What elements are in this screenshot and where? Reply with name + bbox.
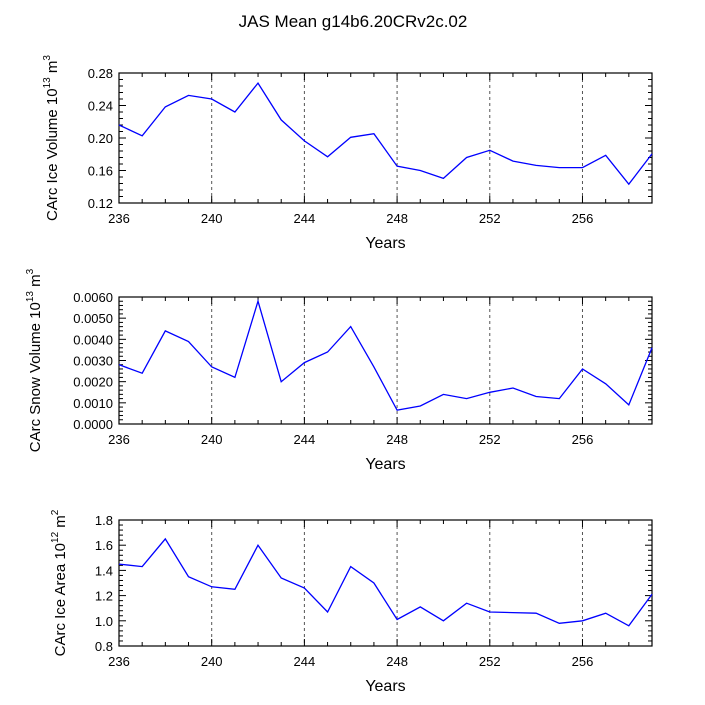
series-line [118,298,653,411]
y-axis-label: CArc Snow Volume 1013 m3 [25,268,44,452]
y-tick-label: 0.0050 [73,311,113,326]
series-line [118,537,653,627]
y-tick-label: 0.0020 [73,375,113,390]
y-tick-label: 0.20 [88,131,113,146]
y-tick-label: 0.12 [88,196,113,211]
x-tick-label: 236 [108,432,130,447]
y-tick-label: 0.16 [88,164,113,179]
x-tick-label: 236 [108,654,130,669]
x-tick-label: 256 [572,211,594,226]
y-tick-label: 0.0000 [73,417,113,432]
plot-frame [118,519,653,647]
x-tick-label: 248 [386,654,408,669]
y-tick-label: 1.2 [95,589,113,604]
x-tick-label: 244 [294,432,316,447]
x-tick-label: 256 [572,654,594,669]
y-tick-label: 1.6 [95,538,113,553]
chart-title: JAS Mean g14b6.20CRv2c.02 [239,12,468,31]
x-axis-label: Years [365,678,405,695]
plot-frame [118,296,653,425]
x-tick-label: 248 [386,432,408,447]
y-tick-label: 1.4 [95,563,113,578]
x-tick-label: 252 [479,654,501,669]
y-tick-label: 0.0010 [73,396,113,411]
y-tick-label: 0.28 [88,66,113,81]
x-tick-label: 248 [386,211,408,226]
x-axis-label: Years [365,235,405,252]
x-tick-label: 236 [108,211,130,226]
x-tick-label: 240 [201,211,223,226]
y-tick-label: 1.8 [95,513,113,528]
x-tick-label: 256 [572,432,594,447]
y-axis-label: CArc Ice Area 1012 m2 [50,509,69,656]
panel-ice-area: 236 240 244 248 252 256 0.8 1.0 1.2 1.4 1.6 1.8 Year… [50,509,653,695]
y-tick-label: 0.24 [88,99,113,114]
series-line [118,81,653,186]
y-tick-label: 0.0030 [73,354,113,369]
plot-frame [118,72,653,204]
y-axis-label: CArc Ice Volume 1013 m3 [42,55,61,221]
y-tick-label: 0.0040 [73,332,113,347]
y-tick-label: 0.0060 [73,290,113,305]
panel-ice-volume: 236 240 244 248 252 256 0.12 0.16 0.20 0.24 0.28 Ye… [42,55,653,252]
panel-snow-volume: 236 240 244 248 252 256 0.0000 0.0010 0.0020 0.00… [25,268,653,473]
x-tick-label: 244 [294,211,316,226]
x-tick-label: 252 [479,211,501,226]
y-tick-label: 1.0 [95,614,113,629]
x-tick-label: 240 [201,432,223,447]
x-tick-label: 252 [479,432,501,447]
x-tick-label: 240 [201,654,223,669]
x-tick-label: 244 [294,654,316,669]
y-tick-label: 0.8 [95,639,113,654]
x-axis-label: Years [365,456,405,473]
